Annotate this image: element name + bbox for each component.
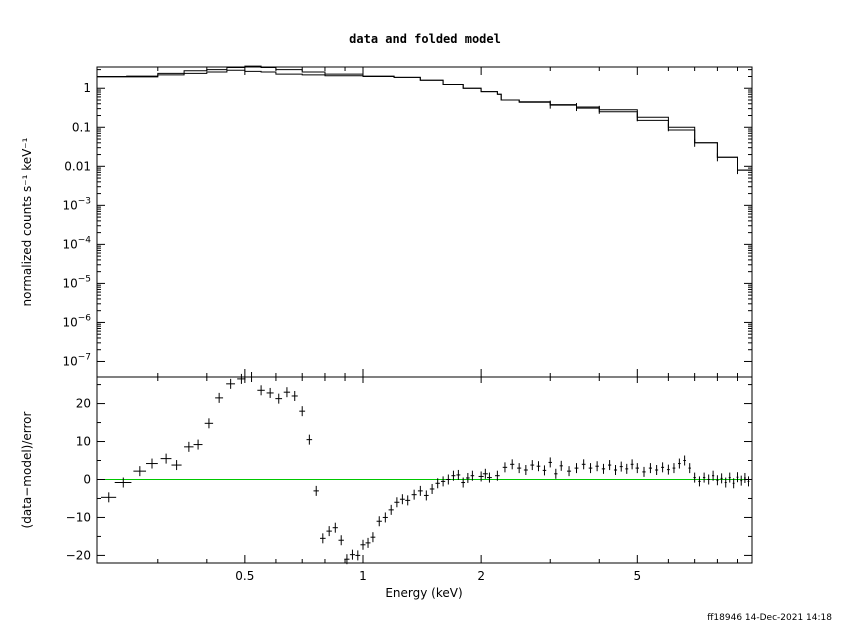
top-y-tick-label: 10−3	[62, 196, 91, 212]
bottom-y-tick-label: −20	[66, 548, 91, 562]
top-data-curves	[97, 65, 753, 186]
x-tick-label: 2	[477, 569, 485, 583]
bottom-y-tick-label: −10	[66, 510, 91, 524]
x-axis-ticks: 0.5 1 2 5	[157, 67, 738, 583]
bottom-panel-frame	[96, 376, 753, 564]
top-y-tick-label: 10−5	[62, 274, 91, 290]
top-y-tick-label: 0.01	[64, 159, 91, 173]
data-curve	[97, 65, 753, 182]
x-tick-label: 5	[633, 569, 641, 583]
top-y-tick-label: 0.1	[72, 120, 91, 134]
residual-points	[101, 372, 750, 565]
top-panel: 1 0.1 0.01 10−3 10−4 10−5 10−6 10−7 normalized …	[20, 65, 753, 378]
top-y-tick-label: 10−6	[62, 313, 91, 329]
bottom-y-axis-label: (data−model)/error	[20, 411, 34, 528]
x-axis-label: Energy (keV)	[385, 586, 462, 600]
x-tick-label: 0.5	[235, 569, 254, 583]
bottom-y-tick-label: 10	[76, 435, 91, 449]
top-y-tick-label: 1	[83, 81, 91, 95]
chart-title: data and folded model	[349, 32, 501, 46]
bottom-panel: 20 10 0 −10 −20 0.5 1 2 5 (data−model)/error En…	[20, 67, 753, 600]
bottom-y-ticks: 20 10 0 −10 −20	[66, 384, 752, 562]
footer-stamp: ff18946 14-Dec-2021 14:18	[707, 613, 832, 623]
x-tick-label: 1	[359, 569, 367, 583]
top-y-ticks: 1 0.1 0.01 10−3 10−4 10−5 10−6 10−7	[62, 69, 752, 368]
top-y-tick-label: 10−4	[62, 235, 91, 251]
bottom-y-tick-label: 20	[76, 397, 91, 411]
bottom-y-tick-label: 0	[83, 472, 91, 486]
top-y-axis-label: normalized counts s⁻¹ keV⁻¹	[20, 137, 34, 306]
top-y-tick-label: 10−7	[62, 352, 91, 368]
